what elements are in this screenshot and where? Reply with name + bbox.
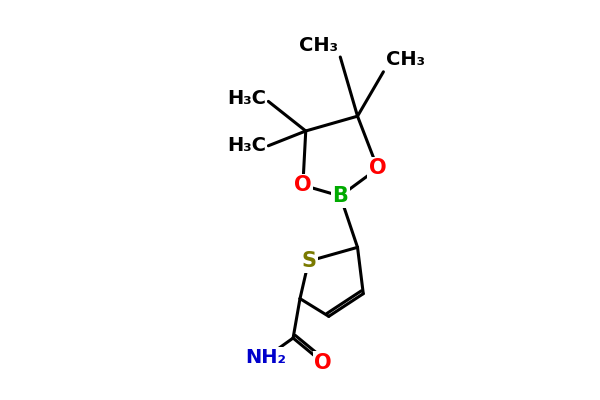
Text: S: S bbox=[301, 251, 316, 271]
Text: H₃C: H₃C bbox=[227, 136, 266, 155]
Text: CH₃: CH₃ bbox=[299, 36, 338, 54]
Text: O: O bbox=[314, 353, 332, 373]
Text: H₃C: H₃C bbox=[227, 90, 266, 108]
Text: CH₃: CH₃ bbox=[386, 50, 425, 69]
Text: B: B bbox=[332, 186, 348, 206]
Text: O: O bbox=[369, 158, 386, 178]
Text: NH₂: NH₂ bbox=[245, 348, 286, 367]
Text: O: O bbox=[294, 175, 311, 195]
